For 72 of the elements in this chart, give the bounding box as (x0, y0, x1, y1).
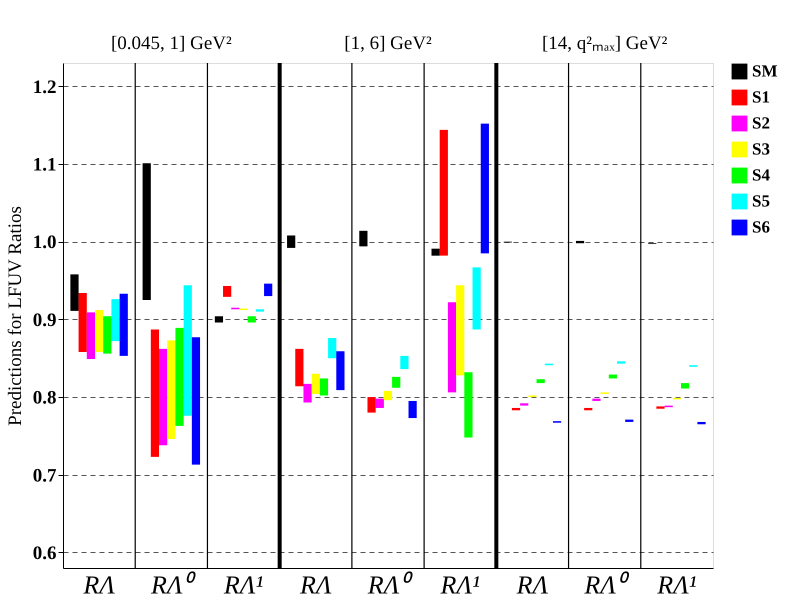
bar (248, 316, 256, 322)
bar (448, 302, 456, 392)
bar (70, 274, 79, 311)
y-tick-label: 0.7 (32, 465, 57, 486)
x-tick-label: RΛ (82, 570, 116, 600)
bar (336, 351, 345, 390)
x-tick-label: RΛ⁰ (583, 570, 630, 600)
bar (392, 376, 400, 388)
bar (142, 163, 151, 300)
bar (214, 316, 224, 322)
bar (167, 340, 176, 440)
bar (95, 310, 104, 352)
bar (480, 124, 489, 254)
bar (376, 398, 384, 408)
y-tick-label: 1.0 (32, 232, 56, 254)
bar (175, 328, 184, 426)
bar (472, 267, 481, 330)
bar (408, 400, 417, 418)
bar (680, 383, 690, 389)
bar (86, 312, 96, 360)
bar (584, 408, 592, 410)
bar (512, 408, 520, 410)
bar (359, 230, 368, 246)
legend-label: S6 (752, 218, 770, 236)
bar (536, 379, 545, 384)
bar (320, 378, 328, 396)
bar (184, 285, 192, 416)
bar (78, 292, 87, 352)
y-tick-label: 0.9 (32, 310, 56, 331)
bar (192, 337, 200, 465)
legend-label: SM (752, 62, 778, 80)
x-tick-label: RΛ¹ (222, 570, 264, 600)
bar (440, 130, 448, 256)
bar (150, 329, 160, 457)
legend-label: S3 (752, 140, 770, 158)
text: [14, q²ₘₐₓ] GeV² (542, 33, 668, 54)
bar (295, 348, 304, 386)
bar (103, 316, 112, 354)
bar (608, 374, 617, 378)
y-axis-title: Predictions for LFUV Ratios (4, 206, 26, 426)
y-tick-label: 1.1 (32, 154, 56, 176)
bar (400, 356, 409, 370)
bar (111, 299, 120, 342)
bar (303, 384, 312, 403)
legend-label: S4 (752, 166, 770, 184)
bar (697, 422, 706, 424)
x-tick-label: RΛ (298, 570, 332, 600)
x-tick-label: RΛ⁰ (150, 570, 197, 600)
legend-label: S2 (752, 114, 770, 132)
legend-label: S1 (752, 88, 770, 106)
bar (328, 338, 336, 358)
x-tick-label: RΛ (516, 570, 549, 600)
x-tick-label: RΛ¹ (440, 570, 480, 600)
bar (312, 374, 320, 394)
bar (287, 235, 296, 248)
text: [1, 6] GeV² (344, 33, 432, 54)
bar (159, 348, 168, 446)
bar (464, 372, 473, 438)
x-tick-label: RΛ⁰ (366, 570, 414, 600)
bar (384, 390, 392, 400)
bar (367, 397, 376, 413)
bar (264, 284, 272, 296)
bar (120, 294, 128, 356)
bar (456, 285, 464, 376)
text: [0.045, 1] GeV² (110, 33, 232, 54)
y-tick-label: 0.8 (32, 388, 56, 409)
bar (223, 286, 232, 297)
y-tick-label: 1.2 (32, 76, 56, 98)
y-tick-label: 0.6 (32, 542, 56, 564)
bar (431, 248, 440, 256)
x-tick-label: RΛ¹ (656, 570, 697, 600)
legend-label: S5 (752, 192, 770, 210)
